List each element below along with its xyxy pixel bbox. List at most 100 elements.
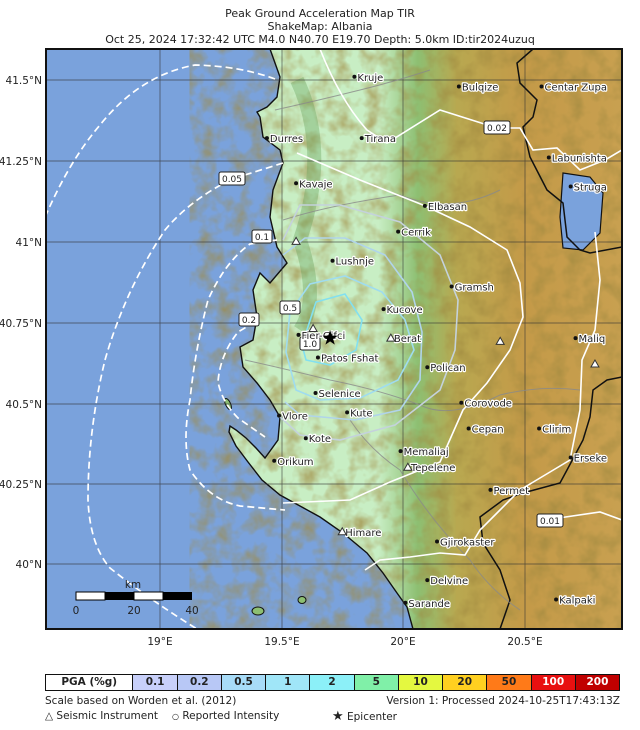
- city-dot: [554, 597, 559, 602]
- city-dot: [315, 355, 320, 360]
- city-dot: [352, 74, 357, 79]
- city-label: Clirim: [542, 425, 571, 436]
- city-label: Fier-Gifci: [302, 331, 346, 342]
- event-info: Oct 25, 2024 17:32:42 UTC M4.0 N40.70 E1…: [105, 33, 535, 46]
- map: 0.02 0.05 0.1 0.2 0.5 1.0 0.01 Kruje Bulq…: [0, 48, 623, 648]
- lat-tick: 40.5°N: [6, 399, 42, 411]
- city-dot: [296, 332, 301, 337]
- lat-tick: 40.75°N: [0, 318, 42, 330]
- city-dot: [568, 455, 573, 460]
- svg-text:0.1: 0.1: [255, 233, 269, 243]
- city-dot: [425, 365, 430, 370]
- city-label: Polican: [430, 363, 465, 374]
- city-label: Delvine: [430, 576, 468, 587]
- svg-text:0.05: 0.05: [222, 175, 242, 185]
- city-label: Labunishta: [552, 153, 607, 164]
- city-label: Orikum: [277, 457, 313, 468]
- city-dot: [459, 400, 464, 405]
- city-label: Cerrik: [401, 228, 431, 239]
- city-label: Kavaje: [299, 179, 333, 190]
- contour-labels: 0.02 0.05 0.1 0.2 0.5 1.0 0.01: [218, 120, 564, 528]
- pga-contours-dashed: [46, 64, 286, 629]
- lat-tick: 41.25°N: [0, 156, 42, 168]
- city-dot: [422, 203, 427, 208]
- legend-bin: 100: [530, 675, 575, 690]
- legend-instrument: △ Seismic Instrument: [45, 710, 158, 722]
- seismic-instrument-icon: [337, 526, 348, 536]
- pga-contours: [279, 49, 622, 571]
- contour-label: 0.2: [238, 312, 260, 327]
- city-label: Centar Zupa: [545, 82, 607, 93]
- city-dot: [403, 600, 408, 605]
- city-label: Erseke: [574, 454, 607, 465]
- lon-tick: 19°E: [147, 636, 172, 648]
- city-label: Corovode: [464, 399, 512, 410]
- city-label: Tirana: [364, 134, 396, 145]
- city-dot: [537, 426, 542, 431]
- svg-text:20: 20: [127, 605, 140, 617]
- pga-legend: PGA (%g) 0.1 0.2 0.5 1 2 5 10 20 50 100 200: [45, 674, 620, 691]
- latitude-labels: 41.5°N 41.25°N 41°N 40.75°N 40.5°N 40.25…: [0, 75, 42, 571]
- scale-bar: km 0 20 40: [73, 579, 199, 617]
- city-label: Struga: [574, 182, 607, 193]
- legend-intensity: ○ Reported Intensity: [172, 710, 280, 722]
- city-label: Patos Fshat: [321, 354, 379, 365]
- longitude-labels: 19°E 19.5°E 20°E 20.5°E: [147, 636, 542, 648]
- city-dot: [546, 155, 551, 160]
- city-label: Vlore: [282, 412, 308, 423]
- lat-tick: 40.25°N: [0, 479, 42, 491]
- legend-bin: 0.1: [132, 675, 177, 690]
- contour-label: 1.0: [299, 336, 321, 351]
- city-label: Cepan: [472, 425, 504, 436]
- city-label: Bulqize: [462, 82, 499, 93]
- lat-tick: 40°N: [16, 559, 42, 571]
- city-label: Selenice: [319, 389, 361, 400]
- city-label: Kalpaki: [559, 596, 595, 607]
- map-title: Peak Ground Acceleration Map TIR: [225, 7, 415, 20]
- svg-text:40: 40: [185, 605, 198, 617]
- svg-text:1.0: 1.0: [303, 340, 318, 350]
- legend-bin: 20: [442, 675, 487, 690]
- island: [297, 596, 307, 604]
- map-frame: [45, 48, 623, 630]
- city-label: Kote: [309, 434, 331, 445]
- city-label: Kute: [350, 408, 372, 419]
- svg-text:0.01: 0.01: [540, 517, 560, 527]
- city-dot: [425, 578, 430, 583]
- legend-bin: 2: [309, 675, 354, 690]
- city-dot: [330, 258, 335, 263]
- city-dot: [435, 539, 440, 544]
- city-label: Durres: [270, 134, 303, 145]
- city-label: Elbasan: [428, 202, 467, 213]
- svg-text:0.2: 0.2: [242, 316, 256, 326]
- svg-text:0: 0: [73, 605, 80, 617]
- city-dot: [277, 413, 282, 418]
- svg-text:km: km: [125, 579, 141, 591]
- city-label: Maliq: [579, 334, 606, 345]
- city-dot: [466, 426, 471, 431]
- city-dot: [539, 84, 544, 89]
- legend-bin: 200: [574, 675, 620, 690]
- lat-tick: 41.5°N: [6, 75, 42, 87]
- legend-epicenter: ★ Epicenter: [332, 709, 397, 724]
- legend-label: PGA (%g): [46, 675, 133, 690]
- scale-note: Scale based on Worden et al. (2012): [45, 695, 237, 707]
- circle-icon: ○: [172, 712, 179, 721]
- city-dot: [359, 136, 364, 141]
- city-dot: [303, 436, 308, 441]
- city-label: Permet: [493, 486, 529, 497]
- lon-tick: 20.5°E: [507, 636, 542, 648]
- city-dot: [272, 458, 277, 463]
- city-label: Kruje: [357, 73, 383, 84]
- city-label: Lushnje: [336, 257, 375, 268]
- seismic-instrument-icon: [590, 358, 600, 368]
- city-label: Memaliaj: [404, 447, 449, 458]
- city-dot: [381, 307, 386, 312]
- city-label: Kucove: [387, 305, 423, 316]
- city-dot: [345, 410, 350, 415]
- lon-tick: 20°E: [390, 636, 415, 648]
- contour-label: 0.1: [251, 229, 273, 244]
- seismic-instrument-icon: [291, 236, 301, 245]
- legend-bin: 5: [353, 675, 398, 690]
- seismic-instrument-icon: [495, 336, 506, 345]
